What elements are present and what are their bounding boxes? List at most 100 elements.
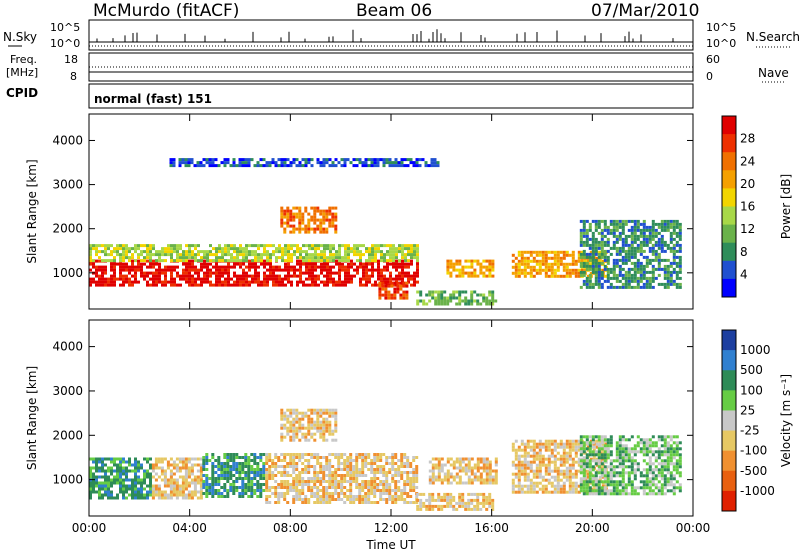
echo-cell xyxy=(362,244,365,248)
echo-cell xyxy=(131,262,134,266)
echo-cell xyxy=(193,463,197,467)
echo-cell xyxy=(574,490,578,494)
echo-cell xyxy=(116,481,119,485)
echo-cell xyxy=(550,262,554,266)
echo-cell xyxy=(289,161,293,165)
echo-cell xyxy=(428,475,432,479)
echo-cell xyxy=(322,212,326,216)
echo-cell xyxy=(334,206,338,210)
echo-cell xyxy=(392,256,395,260)
echo-cell xyxy=(218,250,221,254)
echo-cell xyxy=(313,477,317,480)
echo-cell xyxy=(406,459,410,462)
echo-cell xyxy=(334,227,338,231)
echo-cell xyxy=(618,471,622,475)
echo-cell xyxy=(247,483,251,486)
echo-cell xyxy=(146,256,149,260)
echo-cell xyxy=(163,490,167,494)
echo-cell xyxy=(89,262,92,266)
echo-cell xyxy=(485,495,489,499)
echo-cell xyxy=(559,445,563,449)
echo-cell xyxy=(582,222,586,226)
echo-cell xyxy=(431,472,435,476)
echo-cell xyxy=(633,225,637,229)
echo-cell xyxy=(110,490,113,494)
echo-cell xyxy=(666,267,670,271)
echo-cell xyxy=(514,451,518,455)
echo-cell xyxy=(323,256,326,260)
echo-cell xyxy=(313,480,317,483)
echo-cell xyxy=(341,265,344,269)
echo-cell xyxy=(446,296,450,300)
echo-cell xyxy=(322,408,326,412)
echo-cell xyxy=(464,296,468,300)
echo-cell xyxy=(304,465,308,468)
echo-cell xyxy=(612,276,616,280)
echo-cell xyxy=(645,285,649,289)
echo-cell xyxy=(416,265,419,269)
echo-cell xyxy=(289,411,293,415)
echo-cell xyxy=(412,468,416,471)
echo-cell xyxy=(642,240,646,244)
echo-cell xyxy=(110,280,113,284)
echo-cell xyxy=(295,164,299,168)
echo-cell xyxy=(319,501,323,504)
echo-cell xyxy=(101,268,104,272)
echo-cell xyxy=(488,469,492,473)
echo-cell xyxy=(232,459,236,462)
echo-cell xyxy=(529,253,533,257)
echo-cell xyxy=(304,230,308,234)
echo-cell xyxy=(446,302,450,306)
echo-cell xyxy=(494,472,498,476)
echo-cell xyxy=(260,283,263,287)
echo-cell xyxy=(161,280,164,284)
echo-cell xyxy=(621,246,625,250)
echo-cell xyxy=(594,435,598,439)
echo-cell xyxy=(98,268,101,272)
echo-cell xyxy=(311,283,314,287)
echo-cell xyxy=(639,438,643,442)
echo-cell xyxy=(645,447,649,451)
echo-cell xyxy=(89,268,92,272)
echo-cell xyxy=(337,498,341,501)
echo-cell xyxy=(352,465,356,468)
echo-cell xyxy=(579,453,583,457)
echo-cell xyxy=(149,487,152,491)
echo-cell xyxy=(218,268,221,272)
echo-cell xyxy=(585,282,589,286)
echo-cell xyxy=(443,475,447,479)
echo-cell xyxy=(485,268,489,272)
echo-cell xyxy=(482,478,486,482)
echo-cell xyxy=(434,498,438,502)
echo-cell xyxy=(320,259,323,263)
echo-cell xyxy=(409,465,413,468)
echo-cell xyxy=(172,161,176,165)
echo-cell xyxy=(633,492,637,496)
echo-cell xyxy=(409,477,413,480)
echo-cell xyxy=(328,426,332,430)
echo-cell xyxy=(104,271,107,275)
echo-cell xyxy=(624,456,628,460)
echo-cell xyxy=(571,457,575,461)
echo-cell xyxy=(633,222,637,226)
echo-cell xyxy=(609,465,613,469)
echo-cell xyxy=(440,302,444,306)
echo-cell xyxy=(175,478,179,482)
echo-cell xyxy=(319,420,323,424)
echo-cell xyxy=(535,262,539,266)
echo-cell xyxy=(296,259,299,263)
echo-cell xyxy=(116,493,119,497)
echo-cell xyxy=(137,466,140,470)
echo-cell xyxy=(520,466,524,470)
echo-cell xyxy=(538,466,542,470)
echo-cell xyxy=(663,258,667,262)
echo-cell xyxy=(458,302,462,306)
echo-cell xyxy=(172,481,176,485)
echo-cell xyxy=(473,274,477,278)
echo-cell xyxy=(98,457,101,461)
echo-cell xyxy=(419,299,423,303)
echo-cell xyxy=(304,435,308,439)
echo-cell xyxy=(227,259,230,263)
echo-cell xyxy=(368,277,371,281)
echo-cell xyxy=(313,215,317,219)
